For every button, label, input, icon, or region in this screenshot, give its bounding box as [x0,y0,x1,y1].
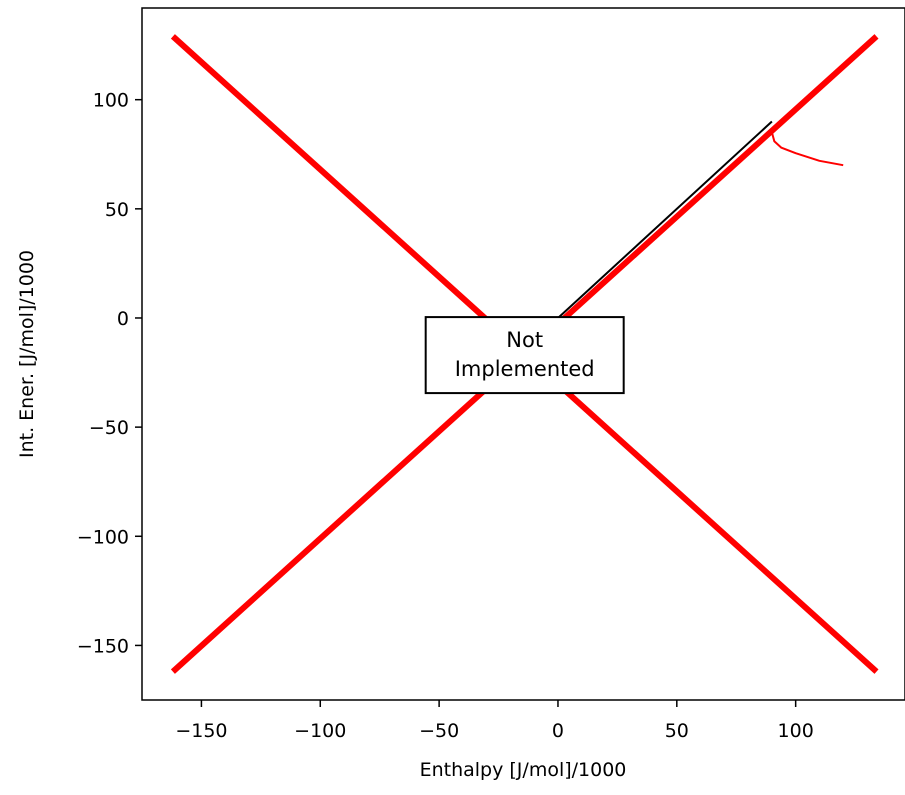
series-line-4 [770,132,844,167]
x-tick-label: −100 [294,720,346,742]
annotation-line-1: Not [506,328,543,352]
annotation-frame [424,316,625,395]
x-tick-label: 50 [665,720,689,742]
y-tick-label: 0 [117,308,129,330]
x-tick-label: −150 [175,720,227,742]
y-axis-title: Int. Ener. [J/mol]/1000 [16,250,38,458]
y-tick-label: −50 [89,417,129,439]
series-line-3 [557,120,773,319]
tick-layer: −150 −100 −50 0 50 100 −150 −100 −50 0 50 100 [77,90,814,742]
x-tick-label: −50 [419,720,459,742]
x-axis-title: Enthalpy [J/mol]/1000 [420,759,627,781]
x-tick-label: 0 [552,720,564,742]
y-tick-label: 100 [93,90,129,112]
y-tick-label: 50 [105,199,129,221]
x-tick-label: 100 [778,720,814,742]
annotation-box: Not Implemented [424,316,625,395]
y-tick-label: −100 [77,526,129,548]
plot-area-frame [141,7,905,701]
annotation-line-2: Implemented [455,357,595,381]
y-tick-label: −150 [77,635,129,657]
